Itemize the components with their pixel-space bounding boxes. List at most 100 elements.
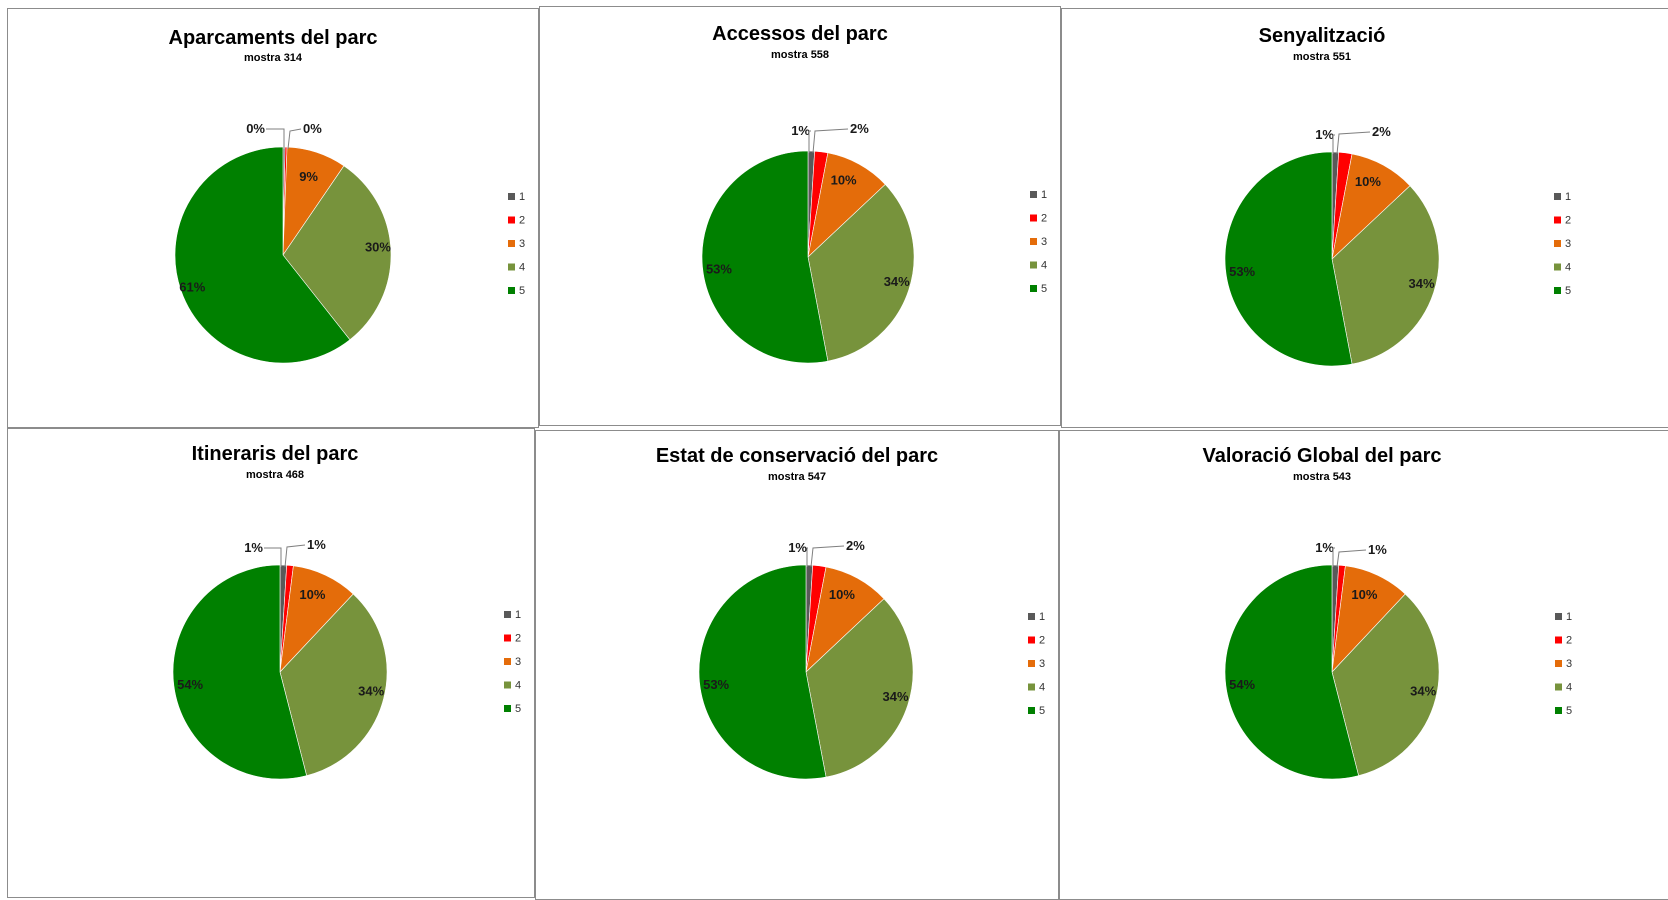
legend-label-1: 1 [1039,611,1045,623]
legend-label-4: 4 [1041,260,1047,272]
legend-swatch-4 [1028,683,1035,691]
data-label-4: 34% [883,689,909,704]
legend-swatch-2 [504,634,511,642]
legend-swatch-2 [1028,636,1035,644]
legend-label-1: 1 [1565,191,1571,203]
leader-line [1336,131,1371,155]
legend-label-2: 2 [1039,635,1045,647]
leader-line [1336,549,1367,568]
chart-panel-aparcaments: Aparcaments del parc mostra 314 9% 30% 61% 0%… [7,8,539,428]
pie-chart-svg: Estat de conservació del parc mostra 547 1… [656,445,1045,780]
legend-label-4: 4 [515,680,521,692]
legend-label-4: 4 [1039,682,1045,694]
legend-swatch-2 [1030,214,1037,222]
chart-subtitle: mostra 551 [1293,51,1351,63]
data-label-5: 54% [1229,677,1255,692]
pie-slice-4 [1331,593,1440,777]
chart-subtitle: mostra 468 [246,469,304,481]
data-label-5: 53% [1229,264,1255,279]
legend-label-2: 2 [1041,213,1047,225]
legend-swatch-3 [1030,238,1037,245]
pie-slice-5 [698,564,827,780]
legend-label-1: 1 [515,609,521,621]
legend-swatch-4 [1030,261,1037,269]
pie-slice-4 [805,598,914,778]
data-label-1: 1% [1315,127,1334,142]
data-label-5: 53% [703,677,729,692]
legend-label-5: 5 [1566,705,1572,717]
data-label-5: 53% [706,262,732,277]
leader-line [287,128,302,150]
legend-label-2: 2 [1565,215,1571,227]
chart-title: Valoració Global del parc [1203,445,1442,467]
legend-swatch-1 [1030,191,1037,198]
data-label-1: 1% [788,540,807,555]
data-label-4: 34% [884,274,910,289]
legend-swatch-5 [1028,707,1035,714]
chart-title: Aparcaments del parc [169,27,378,49]
legend-label-5: 5 [1041,283,1047,295]
pie-chart-svg: Accessos del parc mostra 558 10% 34% 53% 1% 2%… [701,23,1047,364]
chart-subtitle: mostra 543 [1293,471,1351,483]
legend-label-1: 1 [1566,611,1572,623]
pie-slice-4 [807,184,915,362]
legend-label-5: 5 [519,285,525,297]
legend-swatch-3 [1028,660,1035,667]
data-label-2: 1% [307,537,326,552]
data-label-4: 30% [365,240,391,255]
data-label-3: 10% [1355,174,1381,189]
legend-swatch-3 [1554,240,1561,247]
legend-swatch-5 [1030,285,1037,292]
legend-label-4: 4 [519,262,525,274]
legend-swatch-5 [1554,287,1561,294]
data-label-1: 1% [791,123,810,138]
legend-label-1: 1 [519,191,525,203]
legend-swatch-4 [504,681,511,689]
legend-swatch-1 [1555,613,1562,620]
legend-swatch-2 [1554,216,1561,224]
chart-panel-accessos: Accessos del parc mostra 558 10% 34% 53% 1% 2%… [539,6,1061,426]
pie-chart-svg: Valoració Global del parc mostra 543 10% 34… [1203,445,1572,780]
legend-swatch-1 [508,193,515,200]
legend-swatch-2 [1555,636,1562,644]
legend-swatch-5 [1555,707,1562,714]
legend-label-2: 2 [1566,635,1572,647]
legend-swatch-5 [508,287,515,294]
leader-line [806,547,808,567]
legend-swatch-5 [504,705,511,712]
chart-title: Estat de conservació del parc [656,445,938,467]
data-label-2: 2% [1372,124,1391,139]
pie-slice-5 [701,150,829,364]
pie-slice-5 [1224,564,1359,780]
legend-swatch-1 [1554,193,1561,200]
data-label-3: 10% [1351,587,1377,602]
legend-label-1: 1 [1041,189,1047,201]
data-label-4: 34% [358,683,384,698]
legend-label-3: 3 [1565,238,1571,250]
leader-line [808,130,811,153]
leader-line [1332,547,1335,567]
legend-label-4: 4 [1565,262,1571,274]
legend-label-5: 5 [1039,705,1045,717]
pie-chart-svg: Aparcaments del parc mostra 314 9% 30% 61% 0%… [169,27,525,364]
data-label-5: 54% [177,677,203,692]
leader-line [264,547,282,567]
legend-label-5: 5 [515,703,521,715]
chart-subtitle: mostra 314 [244,52,303,64]
legend-swatch-3 [1555,660,1562,667]
data-label-5: 61% [179,279,205,294]
data-label-3: 10% [829,587,855,602]
legend-swatch-1 [504,611,511,618]
data-label-1: 1% [244,540,263,555]
pie-slice-4 [1331,185,1440,365]
legend-label-3: 3 [519,238,525,250]
data-label-3: 9% [299,169,318,184]
chart-panel-estat-conservacio: Estat de conservació del parc mostra 547 1… [535,430,1059,900]
legend-swatch-1 [1028,613,1035,620]
pie-slice-5 [172,564,307,780]
data-label-4: 34% [1410,683,1436,698]
data-label-2: 0% [303,121,322,136]
legend-label-4: 4 [1566,682,1572,694]
legend-label-3: 3 [1041,236,1047,248]
legend-label-3: 3 [515,656,521,668]
